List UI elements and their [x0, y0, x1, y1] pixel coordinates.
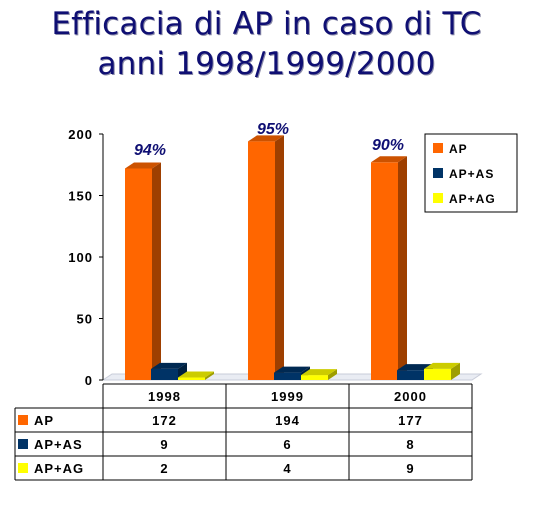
legend-swatch	[433, 168, 443, 178]
bar-top	[371, 156, 407, 163]
bar-front	[424, 368, 451, 380]
legend: AP AP+AS AP+AG	[424, 133, 518, 213]
bar-top	[424, 362, 460, 369]
legend-label: AP+AG	[449, 192, 496, 206]
x-tick-label: 2000	[394, 389, 427, 404]
percent-annotation: 95%	[257, 121, 289, 138]
bar	[125, 162, 161, 380]
percent-annotation: 90%	[372, 137, 404, 154]
bar-side	[398, 156, 407, 380]
bar	[424, 362, 460, 380]
bar-top	[248, 135, 284, 142]
chart-title: Efficacia di AP in caso di TC anni 1998/…	[0, 4, 533, 84]
table-series-label: AP+AG	[34, 461, 84, 476]
bar-top	[274, 366, 310, 373]
table-value: 194	[275, 413, 300, 428]
bar-front	[178, 377, 205, 380]
bar-side	[275, 135, 284, 380]
table-value: 8	[406, 437, 414, 452]
table-value: 172	[152, 413, 177, 428]
legend-label: AP+AS	[449, 167, 494, 181]
bar	[248, 135, 284, 380]
bar-top	[397, 364, 433, 371]
y-tick-label: 200	[68, 127, 93, 142]
table-value: 4	[283, 461, 291, 476]
x-tick-label: 1998	[148, 389, 181, 404]
bar-side	[328, 369, 337, 380]
legend-swatch	[433, 143, 443, 153]
bar-front	[397, 370, 424, 380]
bar-top	[301, 369, 337, 376]
table-value: 6	[283, 437, 291, 452]
legend-swatch	[433, 193, 443, 203]
percent-annotation: 94%	[134, 142, 166, 159]
bar-front	[248, 141, 275, 380]
table-value: 2	[160, 461, 168, 476]
y-tick-label: 0	[85, 373, 93, 388]
bar	[151, 362, 187, 380]
data-table: 1998 1999 2000 AP 172 194 177 AP+AS 9 6 8 AP+AG 2 4 9	[14, 383, 473, 481]
x-tick-label: 1999	[271, 389, 304, 404]
table-swatch	[18, 415, 28, 425]
bar	[178, 371, 214, 380]
table-value: 177	[398, 413, 423, 428]
bar	[371, 156, 407, 380]
table-series-label: AP+AS	[34, 437, 83, 452]
bar	[301, 369, 337, 380]
table-value: 9	[160, 437, 168, 452]
y-tick-label: 50	[77, 312, 93, 327]
table-series-label: AP	[34, 413, 54, 428]
legend-label: AP	[449, 142, 468, 156]
bar-front	[125, 168, 152, 380]
table-value: 9	[406, 461, 414, 476]
title-line-2: anni 1998/1999/2000	[97, 46, 436, 82]
title-line-1: Efficacia di AP in caso di TC	[51, 6, 482, 42]
y-tick-label: 100	[68, 250, 93, 265]
bar-top	[178, 371, 214, 378]
bar-side	[178, 362, 187, 380]
bar-top	[125, 162, 161, 169]
bar-side	[205, 371, 214, 380]
bar-front	[301, 375, 328, 380]
table-swatch	[18, 463, 28, 473]
bar-front	[371, 162, 398, 380]
table-swatch	[18, 439, 28, 449]
bar-side	[152, 162, 161, 380]
y-tick-label: 150	[68, 189, 93, 204]
bar-top	[151, 362, 187, 369]
bar-front	[274, 372, 301, 380]
bar-side	[451, 362, 460, 380]
bar-front	[151, 368, 178, 380]
